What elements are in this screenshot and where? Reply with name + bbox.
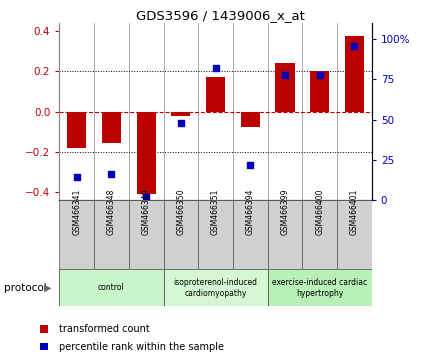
Text: ▶: ▶ [44,282,51,293]
Bar [164,269,268,306]
Text: control: control [98,283,125,292]
Bar [102,112,121,143]
Point [351,43,358,48]
Bar [137,112,156,194]
Bar [171,112,191,115]
Bar [67,112,86,148]
Text: GSM466348: GSM466348 [107,188,116,235]
Bar [337,200,372,269]
Bar [59,269,164,306]
Bar [302,200,337,269]
Point [73,175,80,180]
Point [177,120,184,126]
Text: transformed count: transformed count [59,324,149,334]
Bar [241,112,260,127]
Text: GSM466351: GSM466351 [211,188,220,235]
Point [143,194,150,200]
Bar [129,200,164,269]
Point [316,72,323,77]
Text: GSM466349: GSM466349 [142,188,150,235]
Text: GSM466394: GSM466394 [246,188,255,235]
Bar [268,200,302,269]
Bar [206,77,225,112]
Text: exercise-induced cardiac
hypertrophy: exercise-induced cardiac hypertrophy [272,278,367,298]
Text: GSM466399: GSM466399 [281,188,290,235]
Point [108,171,115,177]
Text: protocol: protocol [4,282,47,293]
Bar [268,269,372,306]
Bar [94,200,129,269]
Point [212,65,219,71]
Bar [198,200,233,269]
Bar [59,200,94,269]
Bar [233,200,268,269]
Text: GSM466400: GSM466400 [315,188,324,235]
Bar [275,63,294,112]
Bar [310,71,329,112]
Text: GSM466341: GSM466341 [72,188,81,235]
Point [247,162,254,167]
Text: GSM466401: GSM466401 [350,188,359,235]
Text: isoproterenol-induced
cardiomyopathy: isoproterenol-induced cardiomyopathy [174,278,257,298]
Point [282,72,289,77]
Bar [164,200,198,269]
Text: GDS3596 / 1439006_x_at: GDS3596 / 1439006_x_at [136,9,304,22]
Bar [345,36,364,112]
Text: GSM466350: GSM466350 [176,188,185,235]
Text: percentile rank within the sample: percentile rank within the sample [59,342,224,352]
